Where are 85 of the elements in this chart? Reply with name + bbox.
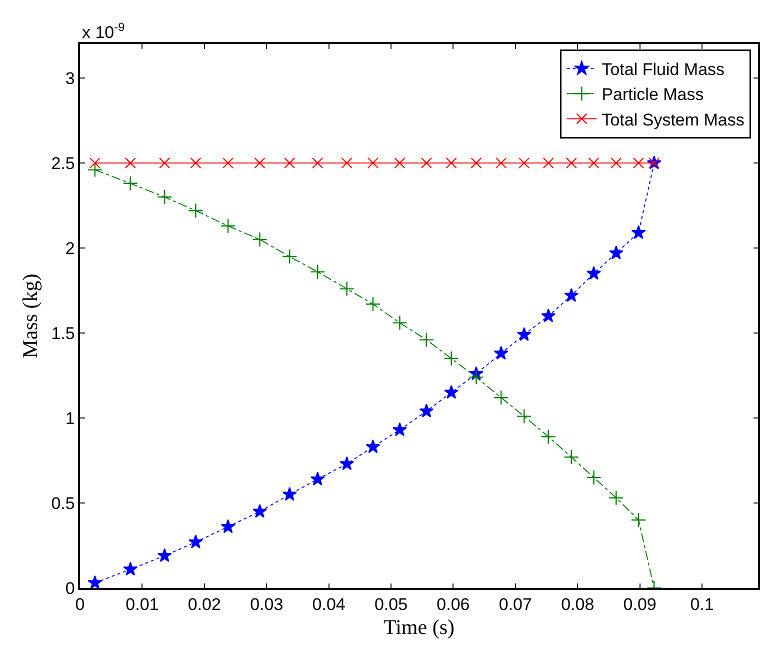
point — [516, 408, 532, 424]
point — [341, 157, 352, 169]
point — [188, 534, 203, 548]
point — [340, 456, 354, 470]
point — [518, 157, 530, 169]
point — [420, 157, 432, 169]
point — [123, 562, 138, 576]
y-tick-label: 1.5 — [51, 324, 75, 343]
point — [284, 157, 296, 169]
point — [468, 370, 484, 385]
point — [632, 157, 644, 169]
legend-label: Total Fluid Mass — [602, 60, 725, 80]
y-tick-label: 3 — [65, 68, 75, 88]
x-tick-label: 0.1 — [690, 595, 714, 614]
point — [220, 218, 236, 234]
x-tick-label: 0.05 — [374, 595, 408, 614]
point — [446, 157, 457, 169]
text: x 10$^{-9}$ — [82, 20, 126, 42]
point — [122, 176, 138, 191]
point — [610, 157, 622, 169]
point — [366, 439, 380, 454]
point — [494, 390, 509, 406]
point — [89, 157, 101, 169]
point — [419, 404, 434, 418]
point — [282, 248, 298, 264]
point — [608, 246, 624, 260]
point — [392, 315, 408, 330]
x-axis-title: Time (s) — [384, 614, 454, 639]
point — [630, 512, 646, 528]
point — [540, 429, 556, 444]
point — [158, 157, 170, 169]
point — [190, 157, 202, 169]
y-tick-label: 0.5 — [51, 494, 75, 513]
point — [586, 470, 602, 486]
point — [367, 157, 379, 169]
point — [220, 519, 236, 534]
point — [365, 296, 381, 312]
point — [494, 346, 508, 360]
x-tick-label: 0.09 — [623, 595, 656, 614]
point — [222, 157, 234, 169]
point — [564, 450, 579, 465]
x-tick-label: 0.03 — [250, 595, 284, 614]
y-tick-label: 2.5 — [51, 154, 75, 173]
point — [392, 422, 407, 436]
point — [586, 266, 602, 280]
y-axis-title: Mass (kg) — [18, 274, 42, 358]
x-tick-label: 0.04 — [312, 595, 346, 614]
point — [157, 548, 172, 562]
point — [470, 157, 482, 169]
x-tick-label: 0.08 — [561, 595, 594, 614]
legend-label: Total System Mass — [602, 110, 744, 130]
legend-label: Particle Mass — [602, 85, 704, 104]
point — [418, 332, 434, 348]
point — [188, 203, 204, 218]
point — [394, 157, 406, 169]
point — [88, 575, 102, 588]
point — [252, 232, 268, 248]
point — [87, 162, 103, 178]
point — [516, 327, 532, 341]
point — [588, 157, 600, 169]
x-tick-label: 0.07 — [498, 595, 532, 614]
point — [564, 288, 579, 302]
point — [124, 157, 136, 169]
point — [541, 308, 556, 322]
y-tick-label: 2 — [65, 238, 75, 258]
point — [542, 157, 554, 169]
point — [312, 157, 324, 169]
point — [282, 486, 297, 501]
x-tick-label: 0.01 — [126, 595, 159, 614]
point — [444, 350, 459, 366]
point — [444, 384, 459, 399]
point — [252, 504, 268, 518]
x-tick-label: 0.06 — [436, 595, 470, 614]
point — [631, 225, 646, 239]
point — [608, 490, 624, 506]
point — [566, 157, 577, 169]
y-tick-label: 0 — [65, 578, 75, 598]
point — [496, 157, 507, 169]
point — [254, 157, 266, 169]
point — [310, 472, 325, 486]
point — [310, 264, 326, 280]
point — [156, 189, 172, 205]
y-tick-label: 1 — [65, 408, 75, 428]
point — [339, 281, 354, 296]
x-tick-label: 0.02 — [188, 595, 221, 614]
